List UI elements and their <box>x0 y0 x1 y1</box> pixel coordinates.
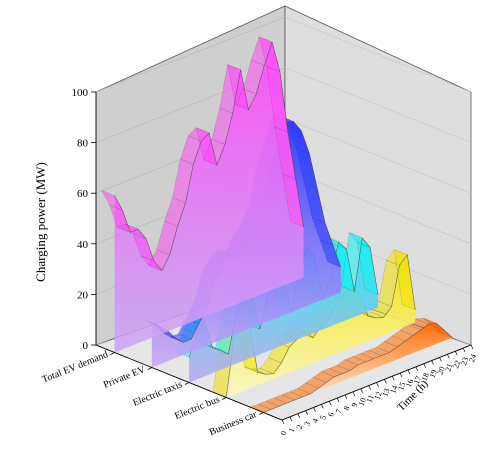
z-tick-label: 0 <box>83 340 89 352</box>
series-business-car <box>250 318 453 413</box>
x-tick <box>454 351 458 356</box>
x-tick <box>447 354 450 359</box>
x-tick-label: 3 <box>302 420 312 427</box>
series-tick <box>110 352 115 355</box>
x-tick <box>384 379 387 384</box>
series-line <box>114 41 304 272</box>
x-tick-label: 20 <box>436 365 447 376</box>
z-tick-label: 80 <box>77 138 89 150</box>
x-tick <box>368 385 371 390</box>
x-tick-label: 23 <box>459 356 470 367</box>
z-tick-label: 60 <box>77 188 89 200</box>
x-tick <box>344 394 348 400</box>
series-tick <box>259 412 264 415</box>
x-tick <box>313 407 316 412</box>
x-tick-label: 2 <box>294 423 304 430</box>
x-tick-label: 0 <box>279 430 289 437</box>
x-tick-label: 4 <box>310 417 320 424</box>
series-area <box>226 254 416 398</box>
gridline <box>284 117 472 194</box>
x-tick-label: 17 <box>412 375 423 386</box>
series-tick-label: Electric taxis <box>131 379 184 409</box>
x-tick <box>423 363 427 368</box>
x-tick <box>439 357 442 362</box>
x-tick-label: 9 <box>350 402 360 409</box>
x-tick <box>431 360 434 365</box>
x-tick <box>462 347 466 353</box>
x-tick <box>407 369 411 375</box>
x-tick <box>328 401 332 406</box>
x-tick <box>470 344 474 350</box>
series-tick <box>184 382 190 385</box>
z-tick-label: 100 <box>72 87 89 99</box>
series-line <box>263 323 453 413</box>
x-tick-label: 8 <box>342 405 352 412</box>
series-area <box>114 42 304 353</box>
series-tick-label: Total EV demand <box>40 349 109 386</box>
x-tick-label: 21 <box>443 362 454 373</box>
series-total-ev-demand <box>101 36 304 353</box>
x-tick <box>352 391 356 397</box>
x-tick <box>281 419 285 425</box>
x-tick <box>305 410 308 415</box>
x-tick-label: 16 <box>404 378 415 389</box>
x-tick <box>415 366 419 372</box>
gridline <box>284 168 472 245</box>
x-tick-label: 13 <box>380 387 391 398</box>
series-tick-label: Business car <box>208 409 259 438</box>
x-tick <box>336 397 340 403</box>
x-tick <box>289 416 293 422</box>
x-tick-label: 6 <box>326 411 336 418</box>
gridline <box>284 16 472 93</box>
x-tick <box>360 388 364 393</box>
x-tick-label: 12 <box>373 390 384 401</box>
series-tick <box>147 367 152 370</box>
gridline <box>284 67 472 143</box>
z-tick-label: 20 <box>77 289 89 301</box>
series-axis-line <box>95 344 283 421</box>
x-tick <box>399 372 403 378</box>
x-tick <box>391 376 395 381</box>
x-tick-label: 11 <box>365 394 376 404</box>
series-layer <box>101 36 453 413</box>
x-tick-label: 10 <box>357 397 368 408</box>
z-axis-title: Charging power (MW) <box>33 162 48 282</box>
series-area <box>263 323 453 413</box>
x-tick-label: 18 <box>420 372 431 383</box>
z-tick-label: 40 <box>77 239 89 251</box>
x-tick-label: 1 <box>287 427 297 434</box>
x-tick <box>321 404 324 409</box>
x-tick-label: 19 <box>428 368 439 379</box>
series-tick-label: Electric bus <box>173 394 221 422</box>
series-tick <box>222 397 227 400</box>
gridline <box>95 16 286 93</box>
x-tick-label: 15 <box>396 381 407 392</box>
x-tick <box>297 413 301 418</box>
x-tick-label: 14 <box>388 384 399 395</box>
x-tick-label: 5 <box>318 414 328 421</box>
x-tick <box>376 382 379 387</box>
x-tick-label: 24 <box>467 353 478 364</box>
x-tick-label: 22 <box>451 359 462 370</box>
x-tick-label: 7 <box>334 408 344 415</box>
series-tick-label: Private EV <box>102 364 148 391</box>
